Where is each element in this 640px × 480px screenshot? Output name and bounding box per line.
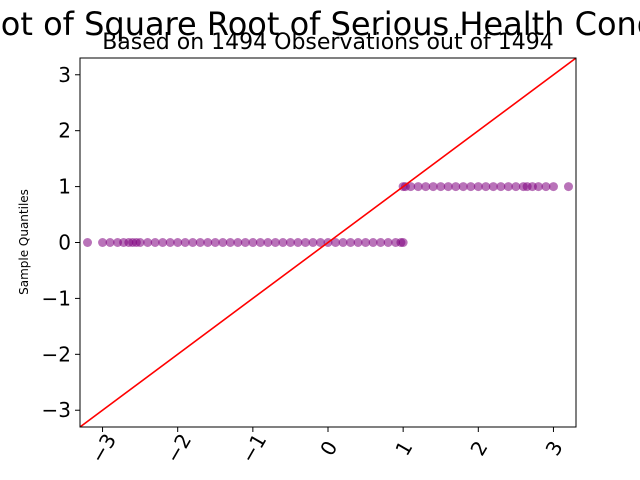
- reference-line: [80, 58, 576, 427]
- data-point: [548, 182, 558, 192]
- data-point: [406, 182, 416, 192]
- x-tick-label: 1: [390, 437, 417, 460]
- data-point: [158, 238, 168, 247]
- chart-title: QQ Plot of Square Root of Serious Health…: [0, 5, 640, 43]
- y-axis-ticks: −3 −2 −1 0 1 2 3: [42, 63, 80, 422]
- y-tick-label: 3: [58, 63, 71, 87]
- data-point: [173, 238, 183, 247]
- data-point: [255, 238, 265, 247]
- y-tick-label: 1: [58, 175, 71, 199]
- reference-line-group: [80, 58, 576, 427]
- data-point: [488, 182, 498, 192]
- data-point: [541, 182, 551, 192]
- data-point: [203, 238, 213, 247]
- x-tick-label: −2: [161, 429, 197, 467]
- data-point: [496, 182, 506, 192]
- data-point: [436, 182, 446, 192]
- data-point: [83, 238, 93, 247]
- data-point: [180, 238, 190, 247]
- data-point: [188, 238, 198, 247]
- data-point: [300, 238, 310, 247]
- data-point: [353, 238, 363, 247]
- y-tick-label: −3: [42, 398, 71, 422]
- x-tick-label: −3: [85, 429, 121, 467]
- x-tick-label: 0: [315, 437, 342, 460]
- data-point: [195, 238, 205, 247]
- data-point: [338, 238, 348, 247]
- data-point: [503, 182, 513, 192]
- data-point: [210, 238, 220, 247]
- data-point: [563, 182, 573, 192]
- data-point: [225, 238, 235, 247]
- data-point: [443, 182, 453, 192]
- data-point: [376, 238, 386, 247]
- y-tick-label: −2: [42, 342, 71, 366]
- data-point: [263, 238, 273, 247]
- data-point: [428, 182, 438, 192]
- data-point: [466, 182, 476, 192]
- y-tick-label: 2: [58, 119, 71, 143]
- chart-subtitle: Based on 1494 Observations out of 1494: [102, 30, 554, 55]
- x-tick-label: −1: [236, 429, 272, 467]
- data-point: [451, 182, 461, 192]
- data-point: [398, 238, 408, 247]
- data-point: [98, 238, 108, 247]
- data-point: [233, 238, 243, 247]
- data-point: [361, 238, 371, 247]
- data-point: [315, 238, 325, 247]
- x-tick-label: 2: [465, 437, 492, 460]
- data-point: [150, 238, 160, 247]
- data-point: [346, 238, 356, 247]
- data-point: [285, 238, 295, 247]
- data-point: [458, 182, 468, 192]
- data-point: [383, 238, 393, 247]
- data-point: [293, 238, 303, 247]
- data-point: [473, 182, 483, 192]
- y-tick-label: 0: [58, 231, 71, 255]
- data-point: [511, 182, 521, 192]
- data-point: [413, 182, 423, 192]
- data-point: [105, 238, 115, 247]
- data-point: [481, 182, 491, 192]
- data-point: [218, 238, 228, 247]
- data-point: [240, 238, 250, 247]
- x-axis-ticks: −3 −2 −1 0 1 2 3: [85, 427, 568, 467]
- y-axis-label: Sample Quantiles: [17, 189, 31, 295]
- data-point: [368, 238, 378, 247]
- data-point: [143, 238, 153, 247]
- data-point: [248, 238, 258, 247]
- data-point: [308, 238, 318, 247]
- data-point: [331, 238, 341, 247]
- scatter-points: [83, 182, 573, 247]
- data-point: [270, 238, 280, 247]
- data-point: [278, 238, 288, 247]
- x-tick-label: 3: [541, 437, 568, 460]
- data-point: [421, 182, 431, 192]
- data-point: [165, 238, 175, 247]
- y-tick-label: −1: [42, 286, 71, 310]
- data-point: [135, 238, 145, 247]
- data-point: [533, 182, 543, 192]
